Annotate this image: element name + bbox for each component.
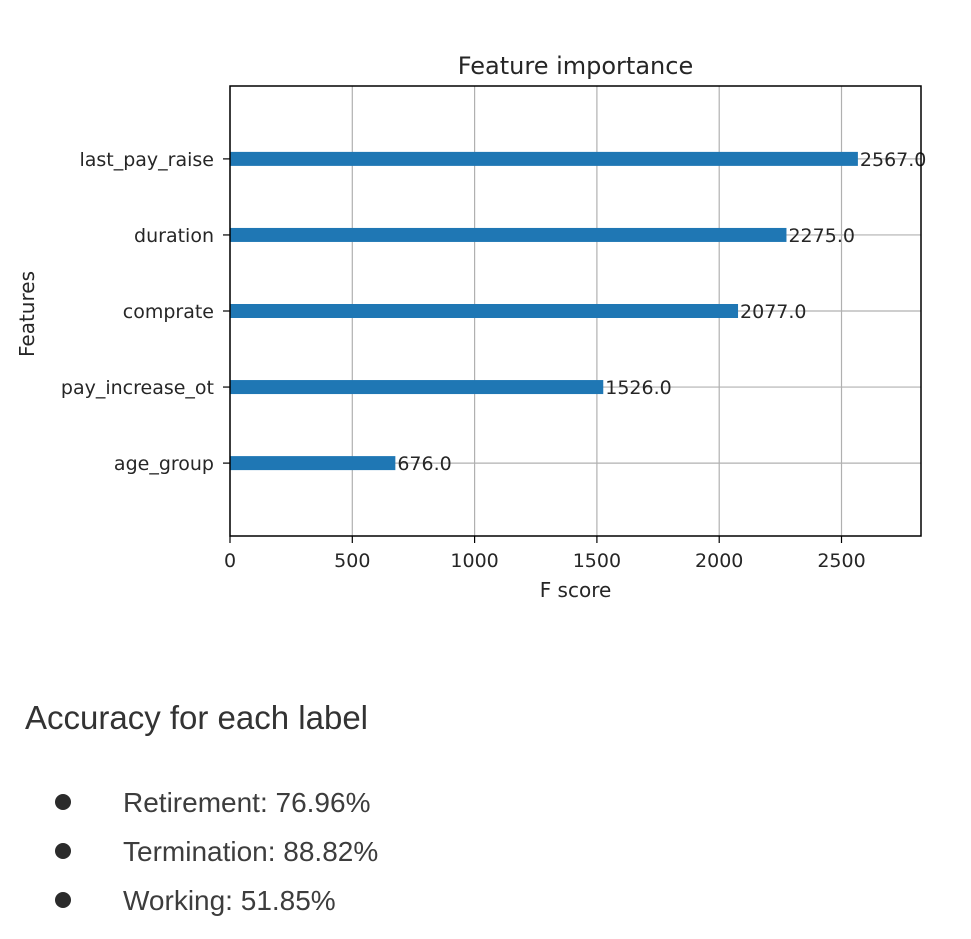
data-label: 1526.0 [605,377,671,399]
y-tick-label: age_group [114,453,214,475]
accuracy-section: Accuracy for each label Retirement: 76.9… [0,690,971,939]
bullet-icon [55,843,71,859]
x-tick-label: 500 [334,550,370,572]
accuracy-item-text: Working: 51.85% [123,885,336,916]
data-label: 676.0 [397,453,451,475]
tick-layer: 0 500 1000 1500 2000 2500 last_pay_raisedurati… [61,149,866,572]
accuracy-item-text: Termination: 88.82% [123,836,379,867]
bar-age_group [230,456,396,471]
x-tick-label: 1000 [450,550,498,572]
y-axis-label: Features [15,271,39,357]
accuracy-item-text: Retirement: 76.96% [123,787,371,818]
y-tick-label: pay_increase_ot [61,377,214,399]
y-tick-label: comprate [123,301,214,323]
x-tick-label: 1500 [573,550,621,572]
x-tick-label: 2500 [817,550,865,572]
bar-last_pay_raise [230,151,858,166]
bar-layer: 2567.0 2275.0 2077.0 1526.0 676.0 [230,149,926,475]
data-label: 2567.0 [860,149,926,171]
accuracy-heading: Accuracy for each label [25,699,369,736]
bar-pay_increase_ot [230,380,604,395]
y-tick-label: duration [134,225,214,247]
x-axis-label: F score [540,578,612,602]
feature-importance-chart: Feature importance 2567.0 2275.0 2077.0 152… [15,52,926,602]
bullet-icon [55,892,71,908]
bar-comprate [230,304,739,318]
bar-duration [230,227,787,242]
y-tick-label: last_pay_raise [79,149,214,171]
data-label: 2275.0 [788,225,854,247]
chart-title: Feature importance [458,52,693,80]
x-tick-label: 0 [224,550,236,572]
x-tick-label: 2000 [695,550,743,572]
chart-canvas: Feature importance 2567.0 2275.0 2077.0 152… [15,52,926,602]
data-label: 2077.0 [740,301,806,323]
bullet-icon [55,794,71,810]
